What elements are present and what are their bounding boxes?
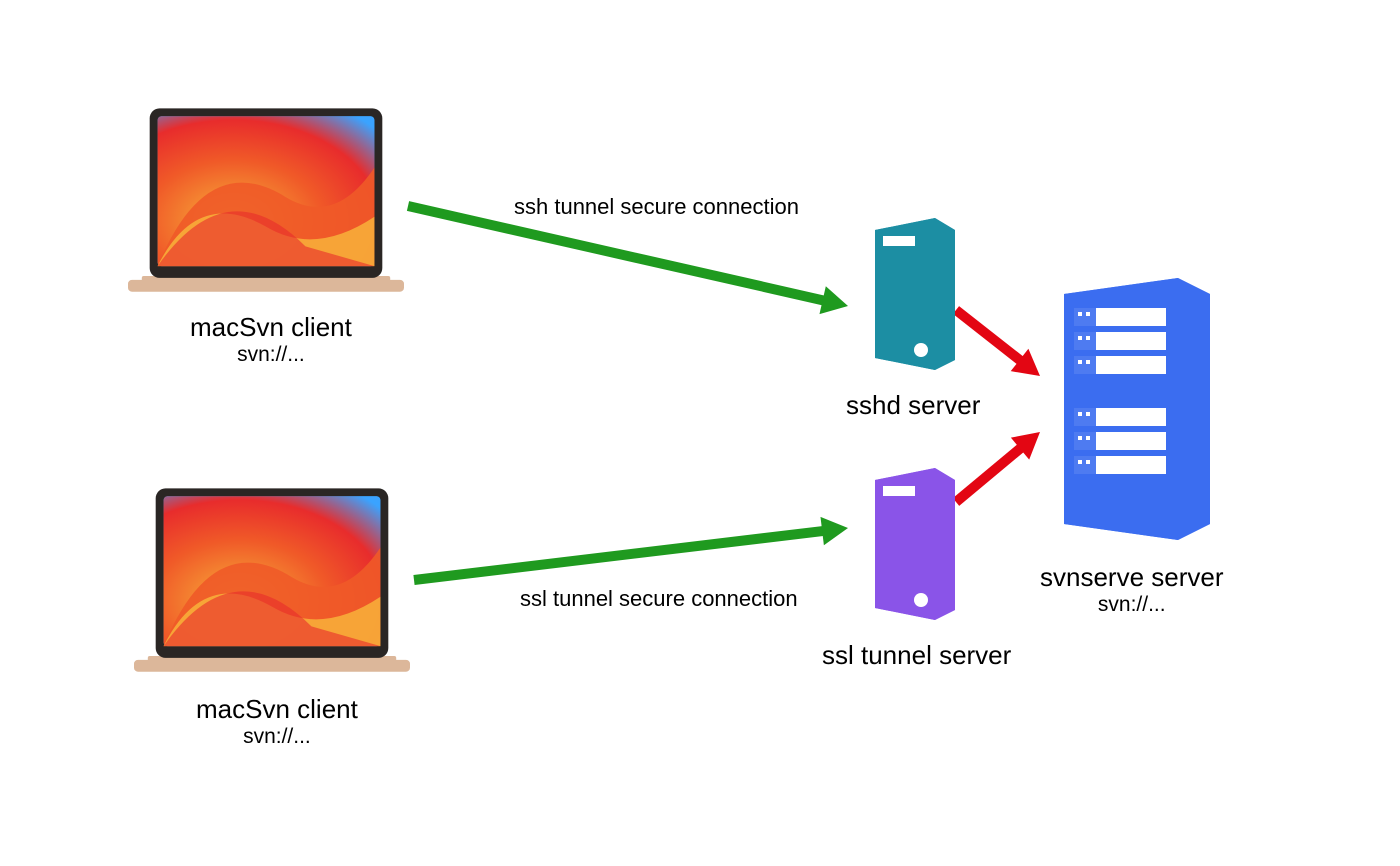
edge-label-ssh: ssh tunnel secure connection <box>514 194 799 220</box>
client-bottom-label: macSvn client svn://... <box>196 694 358 749</box>
server-icon-sshd <box>865 218 955 370</box>
svnserve-label: svnserve server svn://... <box>1040 562 1224 617</box>
ssl-label: ssl tunnel server <box>822 640 1011 671</box>
svnserve-sub: svn://... <box>1040 593 1224 617</box>
sshd-label: sshd server <box>846 390 980 421</box>
server-icon-svnserve <box>1050 278 1210 540</box>
laptop-icon-bottom <box>134 488 410 678</box>
sshd-title: sshd server <box>846 390 980 421</box>
client-top-title: macSvn client <box>190 312 352 343</box>
edge-label-ssl: ssl tunnel secure connection <box>520 586 798 612</box>
ssl-title: ssl tunnel server <box>822 640 1011 671</box>
svnserve-title: svnserve server <box>1040 562 1224 593</box>
client-bottom-sub: svn://... <box>196 725 358 749</box>
tunnel-diagram: macSvn client svn://... macSvn client sv… <box>0 0 1400 866</box>
client-top-sub: svn://... <box>190 343 352 367</box>
server-icon-ssl <box>865 468 955 620</box>
client-top-label: macSvn client svn://... <box>190 312 352 367</box>
laptop-icon-top <box>128 108 404 298</box>
client-bottom-title: macSvn client <box>196 694 358 725</box>
